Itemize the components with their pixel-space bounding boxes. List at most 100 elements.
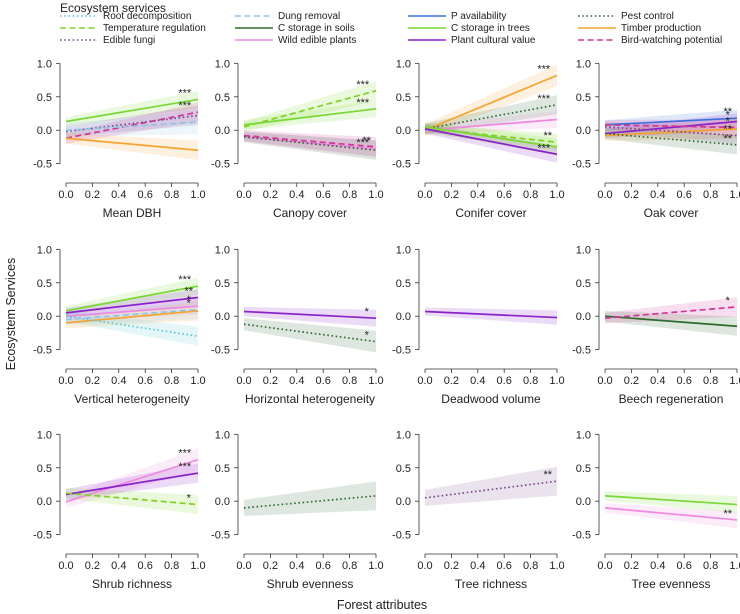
y-tick-label: 1.0 xyxy=(576,58,591,70)
legend-item-fungi: Edible fungi xyxy=(60,35,155,46)
x-tick-label: 0.2 xyxy=(263,375,278,387)
y-tick-label: 0.0 xyxy=(215,496,230,508)
legend-item-csoil: C storage in soils xyxy=(235,23,355,34)
y-tick-label: -0.5 xyxy=(33,159,52,171)
y-tick-label: -0.5 xyxy=(392,345,411,357)
series-line-ctrees xyxy=(65,285,199,312)
x-tick-label: 0.4 xyxy=(470,560,485,572)
x-tick-label: 0.8 xyxy=(703,189,718,201)
series-line-plant xyxy=(424,310,558,319)
significance-stars: *** xyxy=(537,93,551,105)
legend-label-plant: Plant cultural value xyxy=(451,35,536,46)
legend-item-dung: Dung removal xyxy=(235,11,340,22)
x-tick-label: 0.4 xyxy=(289,189,304,201)
y-tick-label: 0.5 xyxy=(576,463,591,475)
legend-title: Ecosystem services xyxy=(60,1,166,15)
y-tick-label: 1.0 xyxy=(396,244,411,256)
panel-xlabel: Shrub evenness xyxy=(267,577,354,591)
significance-stars: ** xyxy=(184,285,193,297)
x-tick-label: 0.6 xyxy=(316,375,331,387)
x-tick-label: 0.8 xyxy=(523,375,538,387)
legend-label-p: P availability xyxy=(451,11,506,22)
legend-label-timber: Timber production xyxy=(621,23,701,34)
ci-band-ctrees xyxy=(605,491,737,513)
panel-xlabel: Deadwood volume xyxy=(441,392,541,406)
ci-band-ctrees xyxy=(66,91,198,127)
significance-stars: *** xyxy=(178,100,192,112)
ci-band-wild xyxy=(66,297,198,321)
legend-label-bird: Bird-watching potential xyxy=(621,35,722,46)
panel-12: -0.5 0.0 0.5 1.0 0.0 0.2 0.4 0.6 0.8 1.0 Tree even… xyxy=(572,429,740,591)
ci-band-dung xyxy=(66,110,198,137)
ci-band-fungi xyxy=(425,466,557,506)
y-tick-label: -0.5 xyxy=(211,159,230,171)
significance-stars: *** xyxy=(178,274,192,286)
x-tick-label: 0.2 xyxy=(85,560,100,572)
x-tick-label: 0.4 xyxy=(650,560,665,572)
y-tick-label: 1.0 xyxy=(215,244,230,256)
ci-band-wild xyxy=(66,448,198,508)
y-tick-label: 0.0 xyxy=(576,125,591,137)
significance-stars: * xyxy=(187,298,192,310)
y-tick-label: 1.0 xyxy=(576,244,591,256)
significance-stars: *** xyxy=(537,142,551,154)
ci-band-bird xyxy=(605,297,737,324)
series-line-bird xyxy=(604,305,738,320)
x-tick-label: 0.8 xyxy=(523,189,538,201)
y-tick-label: -0.5 xyxy=(572,530,591,542)
ci-band-bird xyxy=(66,102,198,144)
significance-stars: ** xyxy=(362,135,371,147)
ci-band-timber xyxy=(66,132,198,160)
significance-stars: *** xyxy=(537,63,551,75)
ci-band-pest xyxy=(244,318,376,353)
legend-label-pest: Pest control xyxy=(621,11,674,22)
x-tick-label: 0.8 xyxy=(342,189,357,201)
series-line-wild xyxy=(604,507,738,521)
y-tick-label: -0.5 xyxy=(392,159,411,171)
y-tick-label: 1.0 xyxy=(576,429,591,441)
x-tick-label: 0.0 xyxy=(597,375,612,387)
series-line-dung xyxy=(65,308,199,321)
x-tick-label: 0.8 xyxy=(342,560,357,572)
significance-stars: ** xyxy=(543,469,552,481)
significance-stars: * xyxy=(726,116,731,128)
significance-stars: * xyxy=(187,493,192,505)
legend-item-p: P availability xyxy=(408,11,506,22)
ci-band-csoil xyxy=(605,310,737,336)
y-tick-label: 1.0 xyxy=(215,58,230,70)
x-tick-label: 0.4 xyxy=(650,189,665,201)
series-line-bird xyxy=(65,111,199,140)
panels: -0.5 0.0 0.5 1.0 0.0 0.2 0.4 0.6 0.8 1.0 Mean DBH *… xyxy=(33,58,740,591)
x-tick-label: 0.2 xyxy=(263,189,278,201)
series-line-plant xyxy=(243,310,377,320)
y-tick-label: 0.0 xyxy=(576,311,591,323)
y-tick-label: -0.5 xyxy=(211,345,230,357)
x-tick-label: 0.2 xyxy=(85,375,100,387)
significance-stars: ** xyxy=(723,124,732,136)
x-axis-label: Forest attributes xyxy=(337,598,427,612)
series-line-plant xyxy=(65,296,199,314)
legend-label-ctrees: C storage in trees xyxy=(451,23,530,34)
legend-label-dung: Dung removal xyxy=(278,11,340,22)
legend-item-bird: Bird-watching potential xyxy=(578,35,722,46)
panel-xlabel: Oak cover xyxy=(644,206,699,220)
x-tick-label: 1.0 xyxy=(729,189,740,201)
legend-label-fungi: Edible fungi xyxy=(103,35,155,46)
ci-band-fungi xyxy=(66,105,198,137)
significance-stars: * xyxy=(187,294,192,306)
series-line-bird xyxy=(604,124,738,129)
x-tick-label: 0.6 xyxy=(497,189,512,201)
x-tick-label: 0.8 xyxy=(342,375,357,387)
series-line-temp xyxy=(65,492,199,506)
x-tick-label: 1.0 xyxy=(549,375,564,387)
y-tick-label: -0.5 xyxy=(33,530,52,542)
x-tick-label: 0.0 xyxy=(236,189,251,201)
series-line-pest xyxy=(243,136,377,152)
x-tick-label: 1.0 xyxy=(368,189,383,201)
ci-band-timber xyxy=(425,64,557,137)
x-tick-label: 0.4 xyxy=(111,189,126,201)
panel-9: -0.5 0.0 0.5 1.0 0.0 0.2 0.4 0.6 0.8 1.0 Shrub ric… xyxy=(33,429,206,591)
panel-6: -0.5 0.0 0.5 1.0 0.0 0.2 0.4 0.6 0.8 1.0 Horizonta… xyxy=(211,244,384,406)
ci-band-wild xyxy=(425,111,557,135)
